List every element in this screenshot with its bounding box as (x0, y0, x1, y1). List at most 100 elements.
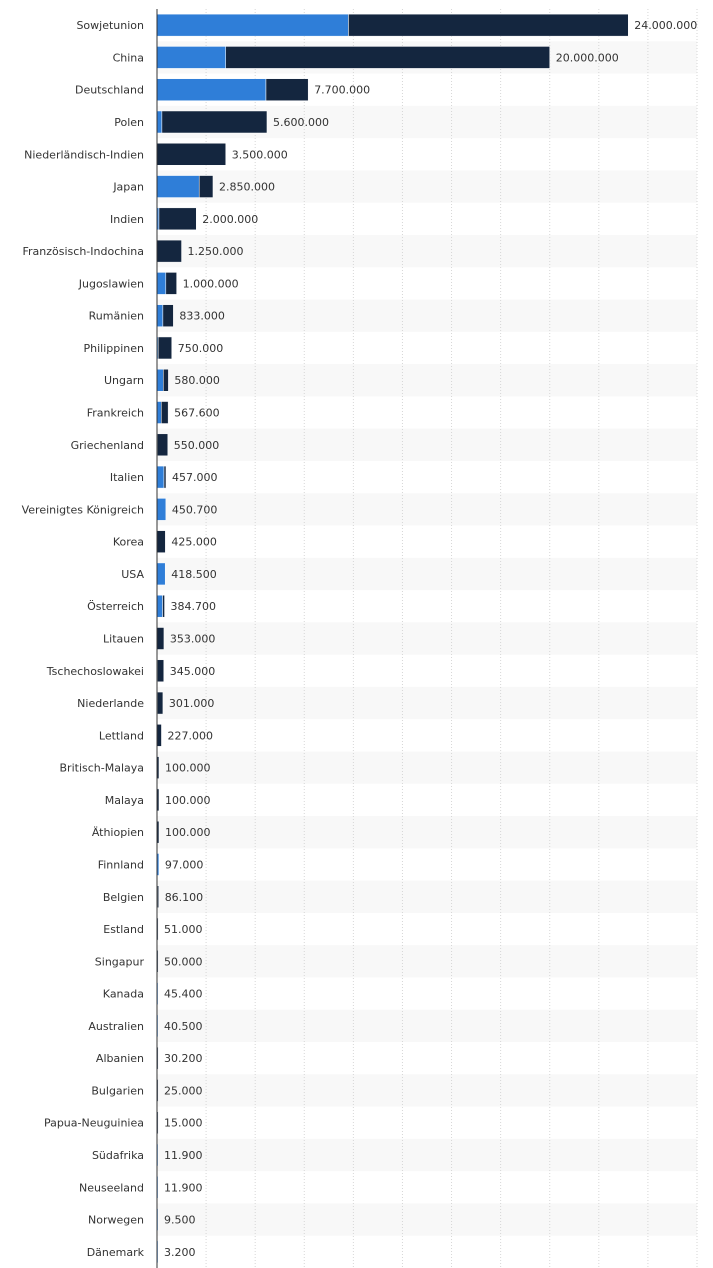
category-label: Japan (112, 181, 144, 194)
category-label: Neuseeland (79, 1181, 144, 1194)
value-label: 86.100 (165, 891, 204, 904)
bar-segment-series-2 (161, 110, 268, 134)
value-label: 1.250.000 (188, 245, 244, 258)
value-label: 425.000 (171, 536, 217, 549)
bar-segment-series-2 (157, 336, 172, 360)
bar-segment-series-1 (156, 594, 163, 618)
bar-segment-series-1 (156, 304, 164, 327)
bar-segment-series-2 (158, 207, 197, 231)
row-band (157, 1203, 697, 1236)
row-band (157, 428, 697, 461)
bar-segment-series-2 (161, 401, 169, 424)
value-label: 100.000 (165, 826, 211, 839)
category-label: Polen (114, 116, 144, 129)
bar-segment-series-2 (156, 143, 226, 166)
category-label: Vereinigtes Königreich (22, 503, 144, 516)
category-label: Jugoslawien (78, 277, 144, 290)
bar-segment-series-1 (156, 78, 267, 101)
category-label: Malaya (105, 794, 144, 807)
category-label: Australien (88, 1020, 144, 1033)
bar-segment-series-2 (348, 13, 629, 37)
bar-segment-series-2 (156, 724, 162, 747)
row-band (157, 1138, 697, 1172)
category-label: USA (121, 568, 144, 581)
category-label: Rumänien (89, 310, 144, 323)
category-label: Niederlande (77, 697, 144, 710)
bar-segment-series-1 (156, 498, 167, 521)
value-label: 9.500 (164, 1214, 196, 1227)
bar-segment-series-2 (156, 239, 182, 263)
row-band (157, 493, 697, 526)
value-label: 15.000 (164, 1117, 203, 1130)
bar-segment-series-1 (156, 465, 165, 489)
value-label: 345.000 (170, 665, 216, 678)
category-label: Deutschland (75, 84, 144, 97)
category-label: Französisch-Indochina (23, 245, 145, 258)
value-label: 833.000 (179, 310, 225, 323)
category-label: Österreich (87, 600, 144, 613)
bar-segment-series-1 (156, 562, 166, 586)
bar-segment-series-1 (156, 13, 349, 37)
row-band (157, 299, 697, 332)
bar-segment-series-1 (156, 368, 164, 392)
bar-segment-series-1 (156, 272, 167, 295)
value-label: 2.000.000 (202, 213, 258, 226)
bar-segment-series-2 (162, 304, 174, 327)
category-label: Philippinen (83, 342, 144, 355)
category-label: Indien (110, 213, 144, 226)
category-label: China (113, 51, 144, 64)
category-label: Niederländisch-Indien (24, 148, 144, 161)
value-label: 20.000.000 (556, 51, 619, 64)
value-label: 457.000 (172, 471, 218, 484)
bar-segment-series-2 (163, 368, 169, 392)
bar-segment-series-2 (156, 530, 166, 553)
value-label: 7.700.000 (314, 84, 370, 97)
value-label: 100.000 (165, 794, 211, 807)
value-label: 40.500 (164, 1020, 203, 1033)
category-label: Korea (113, 536, 144, 549)
bar-segment-series-2 (225, 46, 550, 69)
value-label: 50.000 (164, 955, 203, 968)
value-label: 750.000 (178, 342, 224, 355)
category-label: Dänemark (87, 1246, 145, 1259)
row-band (157, 234, 697, 268)
row-band (157, 1009, 697, 1043)
bar-segment-series-1 (156, 110, 163, 134)
value-label: 353.000 (170, 633, 216, 646)
category-label: Finnland (98, 858, 144, 871)
bar-segment-series-2 (157, 433, 169, 457)
row-band (157, 557, 697, 591)
category-label: Lettland (99, 729, 144, 742)
row-band (157, 364, 697, 397)
category-label: Norwegen (88, 1214, 144, 1227)
value-label: 45.400 (164, 988, 203, 1001)
category-label: Sowjetunion (76, 19, 144, 32)
category-label: Äthiopien (92, 826, 144, 839)
bar-segment-series-1 (156, 46, 226, 69)
value-label: 97.000 (165, 858, 204, 871)
value-label: 24.000.000 (634, 19, 697, 32)
category-label: Griechenland (71, 439, 144, 452)
value-label: 11.900 (164, 1149, 203, 1162)
value-label: 450.700 (172, 503, 218, 516)
category-label: Estland (103, 923, 144, 936)
row-band (157, 816, 697, 849)
value-label: 5.600.000 (273, 116, 329, 129)
row-band (157, 622, 697, 655)
row-band (157, 1074, 697, 1107)
bar-segment-series-2 (198, 175, 214, 198)
value-label: 301.000 (169, 697, 215, 710)
category-label: Südafrika (92, 1149, 144, 1162)
category-label: Kanada (103, 988, 144, 1001)
row-band (157, 945, 697, 978)
value-label: 30.200 (164, 1052, 203, 1065)
value-label: 384.700 (171, 600, 217, 613)
bar-segment-series-1 (156, 175, 200, 198)
value-label: 418.500 (171, 568, 217, 581)
value-label: 1.000.000 (183, 277, 239, 290)
category-label: Litauen (103, 633, 144, 646)
category-label: Singapur (95, 955, 145, 968)
value-label: 11.900 (164, 1181, 203, 1194)
bar-segment-series-2 (157, 691, 164, 715)
